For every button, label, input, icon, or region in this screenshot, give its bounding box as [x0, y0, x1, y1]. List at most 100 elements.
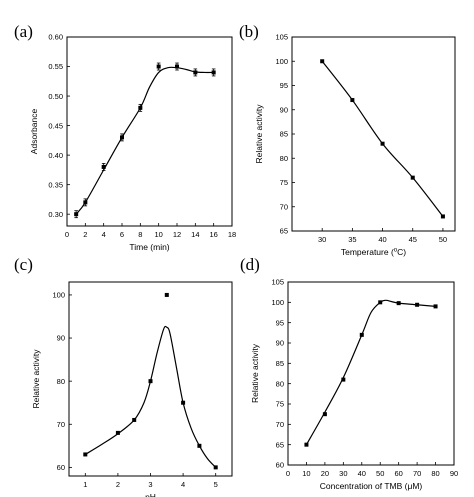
fit-curve: [75, 66, 214, 215]
x-tick-label: 18: [228, 230, 236, 239]
x-axis-label-superscript: o: [394, 248, 398, 254]
x-tick-label: 4: [102, 230, 106, 239]
x-tick-label: 10: [302, 469, 310, 478]
y-tick-label: 80: [276, 379, 284, 388]
data-point: [132, 417, 137, 422]
y-tick-label: 0.35: [48, 180, 63, 189]
y-tick-label: 105: [271, 278, 284, 287]
x-tick-label: 5: [214, 480, 218, 489]
plot-frame: [291, 36, 456, 232]
x-tick-label: 6: [120, 230, 124, 239]
x-tick-label: 45: [409, 235, 417, 244]
chart-panel: (c) 1 2 3 4 5 60 70 80 90 100 pH Relative activity: [14, 255, 233, 497]
x-tick-label: 30: [318, 235, 326, 244]
x-tick-label: 10: [154, 230, 162, 239]
data-point: [138, 105, 143, 110]
y-axis-label: Relative activity: [250, 343, 260, 403]
fit-curve: [305, 299, 436, 445]
y-tick-label: 85: [276, 359, 284, 368]
y-tick-label: 105: [275, 33, 288, 42]
data-point: [380, 141, 385, 146]
x-tick-label: 40: [358, 469, 366, 478]
y-axis-label: Adsorbance: [29, 109, 39, 155]
x-tick-label: 2: [83, 230, 87, 239]
y-tick-label: 0.55: [48, 62, 63, 71]
data-point: [101, 164, 106, 169]
data-point: [378, 300, 383, 305]
panel-label: (b): [239, 22, 259, 41]
chart-panel: (a) 0 2 4 6 8 10 12 14 16 18 0.30 0.35 0.40 0.45 0.50 0.…: [14, 22, 236, 252]
y-tick-label: 85: [280, 130, 288, 139]
y-tick-label: 80: [280, 154, 288, 163]
x-tick-label: 8: [138, 230, 142, 239]
chart-panel: (b) 30 35 40 45 50 65 70 75 80 85 90 95 100 105 Tempera…: [239, 22, 456, 257]
data-point: [320, 59, 325, 64]
y-tick-label: 95: [280, 81, 288, 90]
x-tick-label: 80: [431, 469, 439, 478]
y-tick-label: 100: [52, 291, 65, 300]
plot-frame: [66, 36, 233, 227]
y-tick-label: 70: [280, 202, 288, 211]
x-tick-label: 20: [321, 469, 329, 478]
x-tick-label: 3: [148, 480, 152, 489]
data-point: [83, 452, 88, 457]
data-point: [211, 70, 216, 75]
y-tick-label: 0.50: [48, 92, 63, 101]
y-tick-label: 100: [275, 57, 288, 66]
y-tick-label: 70: [57, 420, 65, 429]
x-tick-label: 0: [65, 230, 69, 239]
x-tick-label: 40: [378, 235, 386, 244]
data-point: [120, 135, 124, 140]
y-tick-label: 65: [280, 227, 288, 236]
x-tick-label: 1: [83, 480, 87, 489]
y-tick-label: 90: [276, 339, 284, 348]
y-tick-label: 75: [280, 178, 288, 187]
x-tick-label: 30: [339, 469, 347, 478]
x-axis-label: Concentration of TMB (μM): [320, 481, 423, 491]
data-point: [440, 214, 445, 219]
data-point: [341, 377, 346, 382]
data-point: [410, 175, 415, 180]
data-point: [164, 292, 169, 297]
x-tick-label: 16: [209, 230, 217, 239]
data-point: [148, 379, 153, 384]
y-axis-label: Relative activity: [254, 104, 264, 164]
y-tick-label: 60: [276, 461, 284, 470]
x-axis-label: pH: [145, 492, 156, 497]
y-tick-label: 60: [57, 463, 65, 472]
data-point: [181, 400, 186, 405]
data-point: [197, 443, 202, 448]
x-tick-label: 12: [173, 230, 181, 239]
x-axis-label: Time (min): [129, 242, 169, 252]
x-axis-label-end: C): [397, 247, 406, 257]
x-tick-label: 4: [181, 480, 185, 489]
data-point: [359, 332, 364, 337]
x-tick-label: 2: [116, 480, 120, 489]
x-tick-label: 50: [376, 469, 384, 478]
x-tick-label: 70: [413, 469, 421, 478]
y-tick-label: 100: [271, 298, 284, 307]
y-tick-label: 0.45: [48, 121, 63, 130]
y-tick-label: 70: [276, 420, 284, 429]
x-tick-label: 60: [394, 469, 402, 478]
x-axis-label: Temperature (oC): [341, 247, 406, 257]
data-point: [193, 70, 198, 75]
panel-label: (d): [240, 255, 260, 274]
x-tick-label: 0: [286, 469, 290, 478]
data-point: [322, 412, 327, 417]
data-point: [350, 98, 355, 103]
y-tick-label: 0.60: [48, 33, 63, 42]
y-tick-label: 90: [57, 334, 65, 343]
y-tick-label: 80: [57, 377, 65, 386]
fit-curve: [84, 325, 217, 468]
x-tick-label: 50: [439, 235, 447, 244]
data-point: [115, 430, 120, 435]
data-point: [74, 212, 79, 217]
data-point: [156, 64, 161, 69]
y-tick-label: 90: [280, 105, 288, 114]
data-point: [175, 64, 179, 69]
x-tick-label: 90: [450, 469, 458, 478]
data-point: [433, 304, 438, 309]
fit-curve: [321, 60, 444, 217]
